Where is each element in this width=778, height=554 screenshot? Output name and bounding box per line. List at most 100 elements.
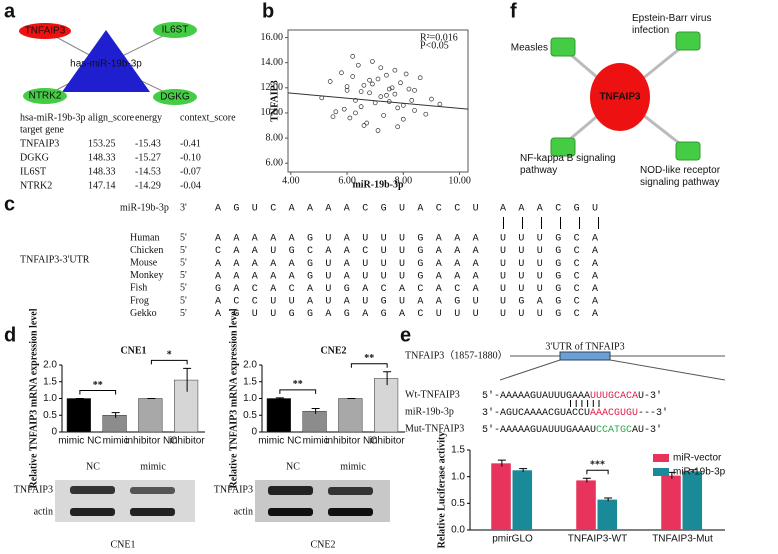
sig-label: *** xyxy=(590,460,605,471)
pathway-label: Epstein-Barr virus infection xyxy=(632,13,711,36)
y-tick-label: 1.0 xyxy=(451,471,465,482)
annotation: R²=0.016 xyxy=(420,32,458,43)
construct-name: Mut-TNFAIP3 xyxy=(405,423,464,434)
error-bar xyxy=(689,469,698,473)
x-tick-label: 10.00 xyxy=(448,175,471,186)
bar xyxy=(102,415,127,433)
bar xyxy=(661,475,681,530)
point xyxy=(384,72,389,78)
node-label: TNFAIP3 xyxy=(25,26,66,37)
table-cell: IL6ST xyxy=(20,166,46,177)
node-red xyxy=(19,23,71,39)
chart-title: CNE1 xyxy=(120,345,146,356)
point xyxy=(350,74,356,79)
node-red xyxy=(590,63,650,131)
point xyxy=(347,115,353,121)
point xyxy=(358,89,364,94)
scatter-frame xyxy=(287,29,469,173)
error-bar xyxy=(497,459,506,467)
x-axis-label: miR-19b-3p xyxy=(352,179,404,190)
point xyxy=(398,80,403,86)
blot-caption: CNE2 xyxy=(311,539,336,550)
seed: UGAGCA xyxy=(500,297,610,308)
seed: UUUGCA xyxy=(500,246,610,257)
x-tick-label: inhibitor NC xyxy=(125,436,177,447)
point xyxy=(353,110,358,116)
pathway-label: NF-kappa B signaling pathway xyxy=(520,153,616,176)
pathway-label: NOD-like receptor signaling pathway xyxy=(640,165,721,188)
y-tick-label: 2.0 xyxy=(243,360,257,371)
group-label: TNFAIP3-3'UTR xyxy=(20,254,90,265)
gene-label: TNFAIP3（1857-1880） xyxy=(405,349,508,361)
sequence-name: Monkey xyxy=(130,270,163,281)
table-header: context_score xyxy=(180,112,236,123)
point xyxy=(375,76,381,82)
sequence-end: 5' xyxy=(180,270,187,281)
sig-bracket xyxy=(150,359,188,365)
node-green xyxy=(153,22,197,38)
sequence-name: Chicken xyxy=(130,245,163,256)
point xyxy=(429,96,434,102)
point xyxy=(327,79,333,84)
error-bar xyxy=(275,397,284,400)
point xyxy=(384,92,389,98)
panel-label: f xyxy=(510,0,517,22)
y-tick-label: 1.5 xyxy=(451,445,465,456)
x-tick-label: 6.00 xyxy=(338,175,356,186)
table-cell: TNFAIP3 xyxy=(20,138,59,149)
sequence-name: Frog xyxy=(130,295,149,306)
y-tick-label: 14.00 xyxy=(261,57,284,68)
bar xyxy=(174,379,199,433)
sig-label: ** xyxy=(364,353,374,364)
sequence-end: 5' xyxy=(180,257,187,268)
panel-label: b xyxy=(262,0,274,22)
sequence: AGUUGGAGAGACUUU xyxy=(215,309,491,320)
lane-label: mimic xyxy=(340,461,366,472)
bar xyxy=(512,470,533,530)
point xyxy=(400,103,406,108)
row-label: TNFAIP3 xyxy=(14,484,53,495)
seq-part: U-3' xyxy=(638,390,662,402)
node-label: NTRK2 xyxy=(29,91,62,102)
point xyxy=(367,90,372,96)
error-bar xyxy=(519,468,528,472)
seed: UUUGCA xyxy=(500,309,610,320)
error-bar xyxy=(383,371,392,386)
sequence-name: Gekko xyxy=(130,308,157,319)
y-axis-label: Relative Luciferase activity xyxy=(436,432,447,549)
seed: UUUGCA xyxy=(500,234,610,245)
table-cell: 147.14 xyxy=(88,180,116,191)
sig-bracket xyxy=(79,390,117,395)
point xyxy=(358,104,364,110)
point xyxy=(350,54,356,59)
x-tick-label: 8.00 xyxy=(395,175,413,186)
table-cell: 148.33 xyxy=(88,152,116,163)
panel-label: a xyxy=(4,0,16,22)
y-axis-label: Relative TNFAIP3 mRNA expression level xyxy=(228,308,239,488)
sig-bracket xyxy=(586,469,609,475)
sequence-name: miR-19b-3p xyxy=(120,202,169,213)
point xyxy=(378,65,384,71)
node-green xyxy=(675,31,701,51)
y-tick-label: 1.0 xyxy=(43,393,57,404)
x-tick-label: TNFAIP3-Mut xyxy=(652,534,713,545)
row-label: actin xyxy=(34,506,53,517)
table-cell: DGKG xyxy=(20,152,49,163)
annotation: P<0.05 xyxy=(420,40,449,51)
x-tick-label: TNFAIP3-WT xyxy=(568,534,627,545)
point xyxy=(364,120,370,126)
seq-part: 3'-AGUCAAAACGUACCU xyxy=(482,407,590,419)
row-label: TNFAIP3 xyxy=(214,484,253,495)
point xyxy=(370,59,375,64)
table-cell: -0.10 xyxy=(180,152,201,163)
x-tick-label: inhibitor xyxy=(170,436,206,447)
error-bar xyxy=(582,477,591,483)
point xyxy=(392,91,398,97)
x-tick-label: 4.00 xyxy=(282,175,300,186)
lane-label: NC xyxy=(286,461,300,472)
table-cell: -14.29 xyxy=(135,180,161,191)
point xyxy=(409,98,415,103)
y-tick-label: 0.5 xyxy=(243,410,257,421)
node-green xyxy=(550,37,576,57)
chart-title: CNE2 xyxy=(320,345,346,356)
